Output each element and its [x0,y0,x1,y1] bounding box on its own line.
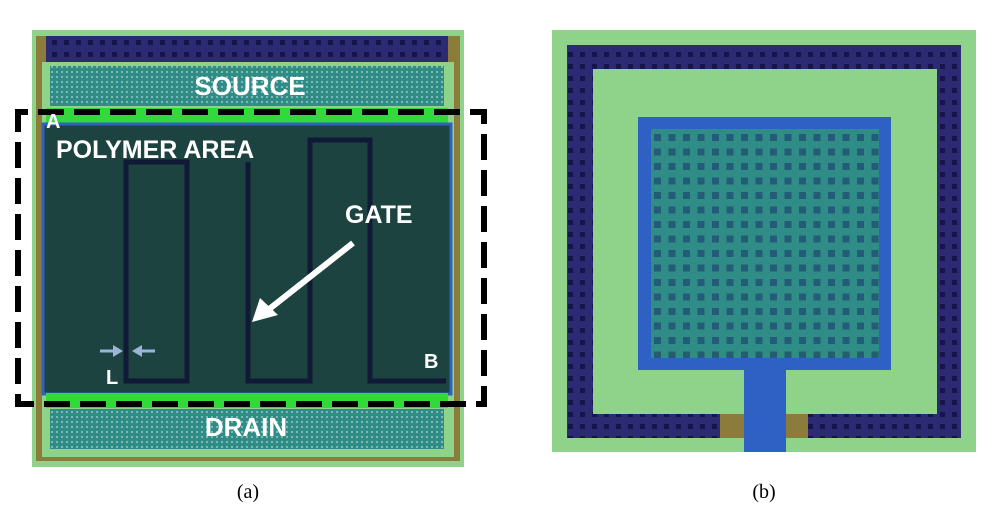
length-label: L [106,367,118,389]
gate-pad-grid [651,129,879,358]
point-a-label: A [46,111,60,133]
caption-b: (b) [752,481,775,503]
panel-a: SOURCE DRAIN A POLYMER AREA GATE B L [15,30,487,503]
polymer-area-label: POLYMER AREA [56,136,254,164]
length-arrows [100,345,155,357]
drain-contact [50,409,444,449]
point-b-label: B [424,351,438,373]
dashed-cut-line [15,109,487,407]
top-navy-bar [46,36,448,62]
panel-b: (b) [552,30,976,503]
source-contact [50,66,444,106]
gate-arrow [252,240,355,322]
gate-finger-1 [123,159,190,384]
gate-fingers [123,137,446,384]
gate-finger-2 [245,137,446,384]
drain-label: DRAIN [205,412,287,442]
caption-a: (a) [237,481,259,503]
gate-lead [744,370,786,452]
gate-label: GATE [345,201,413,229]
source-label: SOURCE [194,71,305,101]
